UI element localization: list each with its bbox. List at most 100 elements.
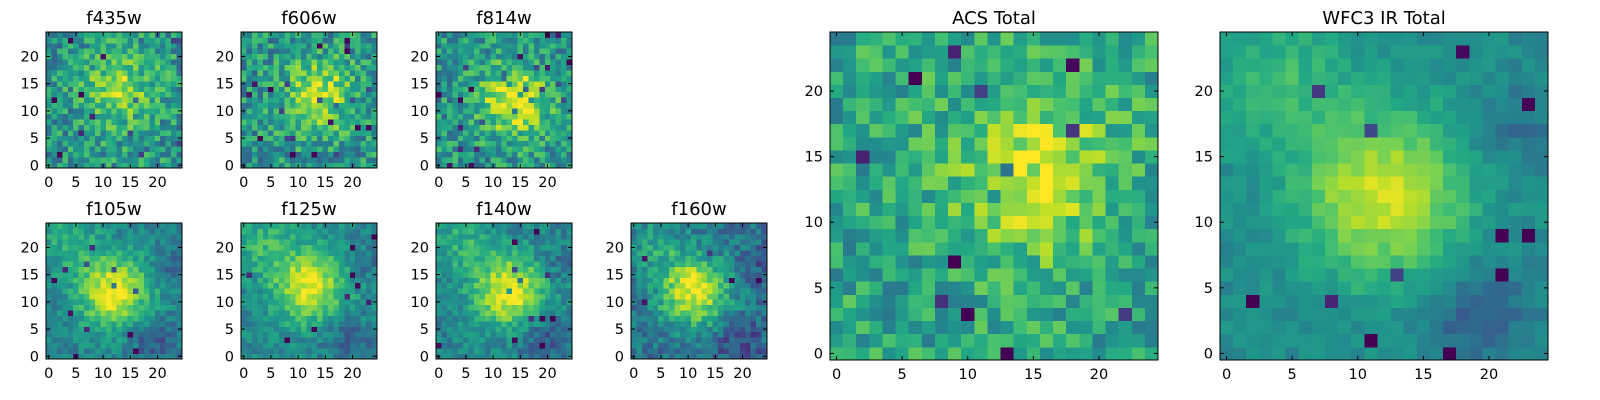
heatmap-cell — [268, 266, 275, 273]
heatmap-cell — [268, 261, 275, 267]
heatmap-cell — [544, 91, 551, 98]
heatmap-cell — [533, 97, 540, 104]
heatmap-cell — [89, 223, 96, 229]
heatmap-cell — [718, 228, 724, 235]
heatmap-cell — [641, 348, 648, 354]
heatmap-cell — [284, 293, 291, 300]
heatmap-cell — [262, 32, 269, 38]
heatmap-cell — [756, 315, 762, 322]
heatmap-cell — [479, 140, 486, 147]
heatmap-cell — [138, 157, 145, 163]
heatmap-cell — [306, 299, 313, 305]
heatmap-cell — [62, 91, 69, 98]
heatmap-cell — [111, 342, 118, 349]
heatmap-cell — [446, 271, 453, 278]
heatmap-cell — [484, 244, 491, 251]
heatmap-cell — [311, 331, 318, 338]
heatmap-cell — [94, 64, 101, 71]
heatmap-cell — [468, 293, 475, 300]
heatmap-cell — [289, 108, 296, 114]
heatmap-cell — [506, 48, 513, 55]
heatmap-cell — [73, 113, 80, 120]
heatmap-cell — [289, 32, 296, 38]
heatmap-cell — [89, 42, 96, 49]
heatmap-cell — [284, 223, 291, 229]
heatmap-cell — [701, 271, 708, 278]
heatmap-cell — [56, 250, 63, 257]
heatmap-cell — [149, 124, 156, 131]
heatmap-cell — [300, 53, 307, 60]
heatmap-cell — [89, 140, 96, 147]
heatmap-cell — [306, 244, 313, 251]
heatmap-cell — [317, 32, 323, 38]
heatmap-cell — [452, 233, 459, 240]
heatmap-cell — [446, 140, 453, 147]
heatmap-cell — [344, 326, 351, 333]
heatmap-cell — [718, 261, 724, 267]
heatmap-cell — [360, 304, 367, 311]
x-tick-label: 5 — [266, 175, 275, 191]
heatmap-cell — [295, 293, 302, 300]
heatmap-cell — [127, 320, 134, 327]
y-tick-label: 0 — [30, 158, 39, 174]
heatmap-cell — [561, 353, 567, 360]
heatmap-cell — [908, 241, 923, 256]
heatmap-cell — [566, 261, 573, 267]
heatmap-cell — [1026, 307, 1041, 322]
heatmap-cell — [679, 337, 686, 344]
heatmap-cell — [333, 80, 340, 87]
heatmap-cell — [262, 42, 269, 49]
heatmap-cell — [289, 223, 296, 229]
heatmap-cell — [728, 331, 735, 338]
heatmap-cell — [631, 228, 637, 235]
heatmap-cell — [463, 250, 470, 257]
heatmap-cell — [273, 337, 280, 344]
heatmap-cell — [523, 53, 529, 60]
x-tick-label: 15 — [316, 175, 334, 191]
heatmap-cell — [631, 266, 637, 273]
heatmap-cell — [566, 37, 573, 44]
heatmap-cell — [344, 108, 351, 114]
heatmap-cell — [246, 304, 253, 311]
heatmap-cell — [251, 293, 258, 300]
heatmap-cell — [756, 223, 762, 229]
heatmap-cell — [328, 80, 334, 87]
heatmap-cell — [539, 315, 546, 322]
heatmap-cell — [328, 135, 334, 142]
heatmap-cell — [739, 337, 746, 344]
heatmap-cell — [143, 48, 150, 55]
heatmap-cell — [517, 135, 524, 142]
heatmap-cell — [652, 255, 659, 262]
heatmap-cell — [165, 70, 172, 76]
heatmap-cell — [533, 108, 540, 114]
heatmap-cell — [446, 342, 453, 349]
heatmap-cell — [273, 255, 280, 262]
heatmap-cell — [436, 293, 442, 300]
heatmap-cell — [750, 271, 757, 278]
heatmap-cell — [262, 342, 269, 349]
heatmap-cell — [138, 113, 145, 120]
heatmap-cell — [987, 255, 1001, 269]
heatmap-cell — [685, 266, 692, 273]
heatmap-cell — [176, 261, 183, 267]
heatmap-cell — [484, 32, 491, 38]
heatmap-cell — [479, 331, 486, 338]
heatmap-cell — [333, 97, 340, 104]
heatmap-cell — [165, 223, 172, 229]
heatmap-cell — [484, 233, 491, 240]
heatmap-cell — [690, 266, 697, 273]
heatmap-cell — [506, 140, 513, 147]
heatmap-cell — [257, 326, 264, 333]
heatmap-cell — [544, 304, 551, 311]
heatmap-cell — [561, 331, 567, 338]
heatmap-cell — [669, 337, 675, 344]
heatmap-cell — [111, 64, 118, 71]
heatmap-cell — [257, 261, 264, 267]
heatmap-cell — [457, 42, 464, 49]
heatmap-cell — [843, 281, 857, 295]
heatmap-cell — [78, 48, 85, 55]
heatmap-cell — [636, 315, 643, 322]
heatmap-cell — [761, 348, 768, 354]
heatmap-cell — [154, 250, 161, 257]
heatmap-cell — [561, 320, 567, 327]
